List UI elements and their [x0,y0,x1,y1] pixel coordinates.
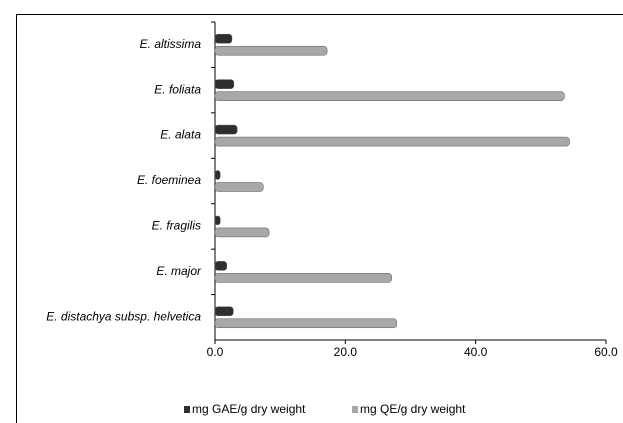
legend-label: mg GAE/g dry weight [192,402,306,416]
x-tick-label: 20.0 [334,345,358,359]
bar [214,91,565,101]
bar [214,261,227,271]
legend-label: mg QE/g dry weight [360,402,466,416]
y-tick-label: E. altissima [140,37,202,51]
bar [214,182,264,192]
y-tick-label: E. major [156,264,202,278]
y-tick-label: E. alata [160,128,201,142]
chart-frame [16,14,623,423]
x-tick-label: 60.0 [594,345,618,359]
bar [214,306,234,317]
bar [214,124,238,135]
y-tick-label: E. distachya subsp. helvetica [46,309,201,323]
x-tick-label: 40.0 [464,345,488,359]
y-tick-label: E. foliata [154,82,201,96]
bar [214,227,270,238]
bar [214,318,398,329]
y-tick-label: E. fragilis [152,219,201,233]
bar [214,215,221,226]
legend-swatch [352,406,358,413]
legend-swatch [184,406,190,413]
y-tick-label: E. foeminea [137,173,201,187]
bar [214,136,570,147]
x-tick-label: 0.0 [207,345,224,359]
bar [214,33,233,44]
bar [214,79,235,89]
bar [214,273,392,283]
bar [214,45,328,56]
bar [214,170,221,180]
